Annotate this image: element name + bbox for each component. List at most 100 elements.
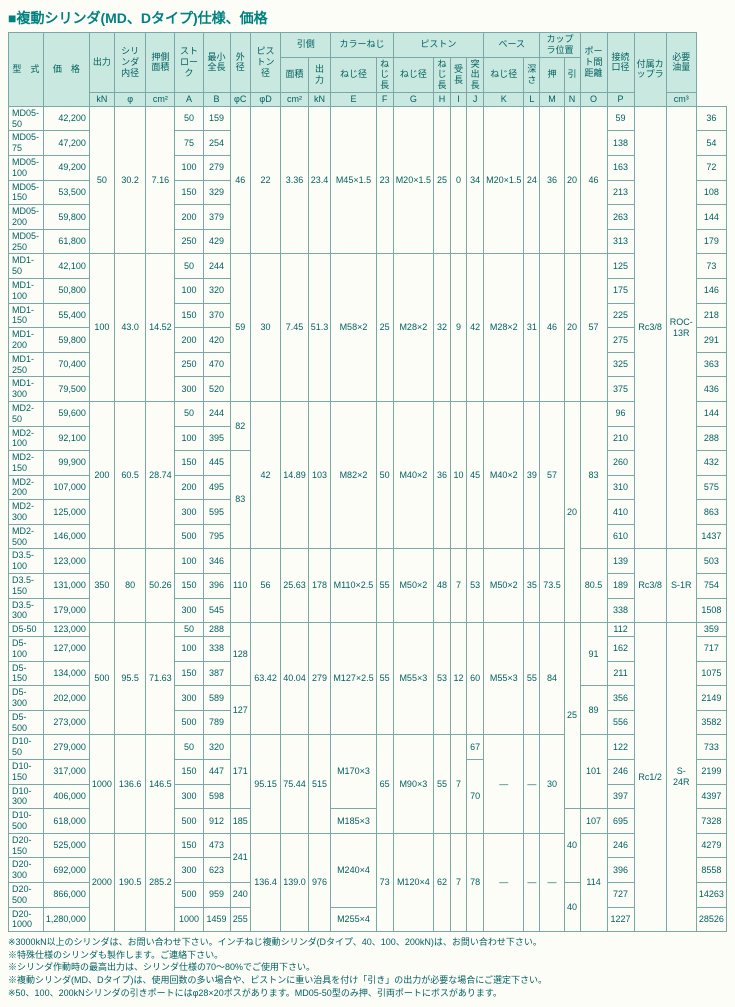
data-cell: 370: [203, 303, 230, 328]
data-cell: 36: [696, 106, 726, 131]
h-coupler: カップラ位置: [540, 33, 580, 58]
data-cell: —: [540, 833, 564, 931]
data-cell: 43.0: [114, 254, 145, 402]
h-td1: ねじ径: [331, 57, 376, 92]
data-cell: 82: [230, 401, 250, 450]
data-cell: 25.63: [281, 549, 309, 623]
model-cell: D5-50: [9, 623, 44, 637]
model-cell: MD2-150: [9, 451, 44, 476]
table-row: MD2-5059,60020060.528.7450244824214.8910…: [9, 401, 727, 426]
data-cell: 96: [607, 401, 634, 426]
unit-cell: M: [540, 92, 564, 106]
model-cell: D10-150: [9, 760, 44, 785]
data-cell: 55: [376, 549, 393, 623]
price-cell: 273,000: [43, 710, 89, 735]
unit-cell: φD: [250, 92, 280, 106]
model-cell: D3.5-150: [9, 574, 44, 599]
data-cell: 46: [230, 106, 250, 254]
price-cell: 525,000: [43, 833, 89, 858]
data-cell: 7: [451, 833, 467, 931]
data-cell: 7.16: [146, 106, 175, 254]
model-cell: D20-500: [9, 882, 44, 907]
data-cell: 14263: [696, 882, 726, 907]
data-cell: 795: [203, 524, 230, 549]
data-cell: 350: [89, 549, 114, 623]
h-bore: シリンダ内径: [114, 33, 145, 93]
data-cell: S-24R: [666, 623, 696, 932]
data-cell: 32: [433, 254, 450, 402]
data-cell: 495: [203, 475, 230, 500]
data-cell: 410: [607, 500, 634, 525]
data-cell: 114: [580, 833, 607, 931]
data-cell: ROC-13R: [666, 106, 696, 549]
data-cell: 136.4: [250, 833, 280, 931]
data-cell: 23: [376, 106, 393, 254]
data-cell: 14.52: [146, 254, 175, 402]
data-cell: 8558: [696, 858, 726, 883]
data-cell: 200: [175, 205, 203, 230]
unit-cell: E: [331, 92, 376, 106]
data-cell: 139: [607, 549, 634, 574]
data-cell: 30: [250, 254, 280, 402]
data-cell: M185×3: [331, 809, 376, 834]
data-cell: Rc1/2: [634, 623, 666, 932]
data-cell: 300: [175, 500, 203, 525]
data-cell: 727: [607, 882, 634, 907]
price-cell: 53,500: [43, 180, 89, 205]
unit-cell: O: [580, 92, 607, 106]
data-cell: 80.5: [580, 549, 607, 623]
footnote-line: ※3000kN以上のシリンダは、お問い合わせ下さい。インチねじ複動シリンダ(Dタ…: [8, 936, 727, 949]
data-cell: 55: [433, 735, 450, 833]
price-cell: 127,000: [43, 637, 89, 662]
data-cell: 51.3: [308, 254, 331, 402]
data-cell: 445: [203, 451, 230, 476]
data-cell: 171: [230, 735, 250, 809]
unit-cell: J: [467, 92, 484, 106]
h-acc: 付属カップラ: [634, 33, 666, 107]
data-cell: M90×3: [393, 735, 433, 833]
data-cell: 50: [175, 735, 203, 760]
data-cell: 515: [308, 735, 331, 833]
data-cell: 50: [376, 401, 393, 549]
unit-cell: B: [203, 92, 230, 106]
price-cell: 146,000: [43, 524, 89, 549]
data-cell: 53: [467, 549, 484, 623]
data-cell: 733: [696, 735, 726, 760]
data-cell: —: [484, 833, 524, 931]
h-tl2: ねじ長: [433, 57, 450, 92]
data-cell: 108: [696, 180, 726, 205]
model-cell: MD2-100: [9, 426, 44, 451]
h-area: 面積: [281, 57, 309, 92]
unit-cell: H: [433, 92, 450, 106]
data-cell: 396: [203, 574, 230, 599]
data-cell: —: [484, 735, 524, 833]
model-cell: D5-500: [9, 710, 44, 735]
data-cell: 395: [203, 426, 230, 451]
data-cell: M127×2.5: [331, 623, 376, 735]
data-cell: M28×2: [393, 254, 433, 402]
unit-cell: φ: [114, 92, 145, 106]
data-cell: 35: [524, 549, 540, 623]
data-cell: 313: [607, 229, 634, 254]
data-cell: 275: [607, 328, 634, 353]
data-cell: 470: [203, 352, 230, 377]
data-cell: 447: [203, 760, 230, 785]
data-cell: 100: [175, 155, 203, 180]
price-cell: 134,000: [43, 661, 89, 686]
data-cell: 285.2: [146, 833, 175, 931]
data-cell: 42: [467, 254, 484, 402]
h-pistongrp: ピストン: [393, 33, 483, 58]
data-cell: 288: [696, 426, 726, 451]
data-cell: 110: [230, 549, 250, 623]
data-cell: 338: [607, 598, 634, 623]
data-cell: 2149: [696, 686, 726, 711]
data-cell: 31: [524, 254, 540, 402]
data-cell: 211: [607, 661, 634, 686]
data-cell: 139.0: [281, 833, 309, 931]
data-cell: 50: [89, 106, 114, 254]
footnote-line: ※特殊仕様のシリンダも製作します。ご連絡下さい。: [8, 949, 727, 962]
data-cell: 54: [696, 131, 726, 156]
data-cell: 589: [203, 686, 230, 711]
data-cell: 83: [580, 401, 607, 549]
unit-cell: cm²: [281, 92, 309, 106]
